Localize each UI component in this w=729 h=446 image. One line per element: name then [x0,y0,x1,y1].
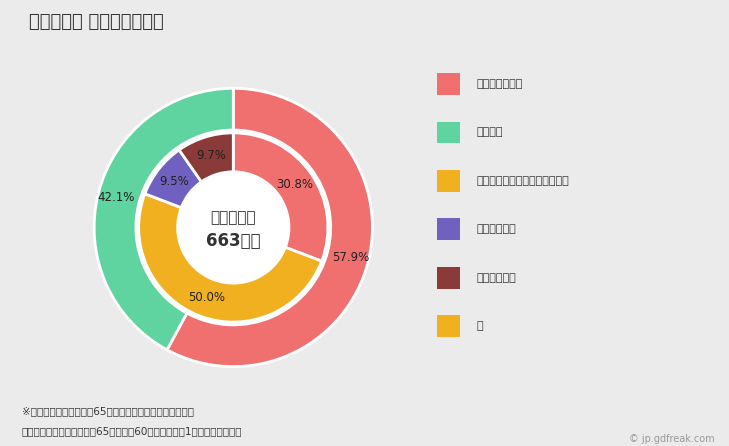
Text: 計: 計 [476,321,483,331]
Wedge shape [139,194,321,322]
FancyBboxPatch shape [437,219,459,240]
Text: 一般世帯数: 一般世帯数 [211,210,256,225]
Wedge shape [145,150,201,208]
Text: 663世帯: 663世帯 [206,232,260,250]
FancyBboxPatch shape [437,315,459,337]
Text: 9.7%: 9.7% [196,149,226,162]
Circle shape [178,172,289,283]
Text: 57.9%: 57.9% [332,251,370,264]
Wedge shape [179,133,233,182]
Text: ２０２０年 幌加内町の世帯: ２０２０年 幌加内町の世帯 [29,13,164,31]
Text: 「高齢夫婦世帯」とは夫65歳以上妻60歳以上の夫婦1組のみの一般世帯: 「高齢夫婦世帯」とは夫65歳以上妻60歳以上の夫婦1組のみの一般世帯 [22,426,242,436]
Wedge shape [233,133,328,261]
Text: 42.1%: 42.1% [97,191,135,204]
Wedge shape [94,88,233,350]
FancyBboxPatch shape [437,267,459,289]
Wedge shape [167,88,373,367]
Text: 30.8%: 30.8% [277,178,313,191]
FancyBboxPatch shape [437,122,459,144]
Text: 高齢単身世帯: 高齢単身世帯 [476,224,516,234]
Text: 二人以上の世帯: 二人以上の世帯 [476,79,523,89]
Text: 9.5%: 9.5% [159,175,189,188]
Text: 50.0%: 50.0% [188,291,225,304]
FancyBboxPatch shape [437,73,459,95]
Text: 単身世帯: 単身世帯 [476,128,503,137]
Text: 高齢単身・高齢夫婦以外の世帯: 高齢単身・高齢夫婦以外の世帯 [476,176,569,186]
Text: ※「高齢単身世帯」とは65歳以上の人一人のみの一般世帯: ※「高齢単身世帯」とは65歳以上の人一人のみの一般世帯 [22,406,194,416]
Text: 高齢夫婦世帯: 高齢夫婦世帯 [476,273,516,283]
Text: © jp.gdfreak.com: © jp.gdfreak.com [629,434,714,444]
FancyBboxPatch shape [437,170,459,192]
